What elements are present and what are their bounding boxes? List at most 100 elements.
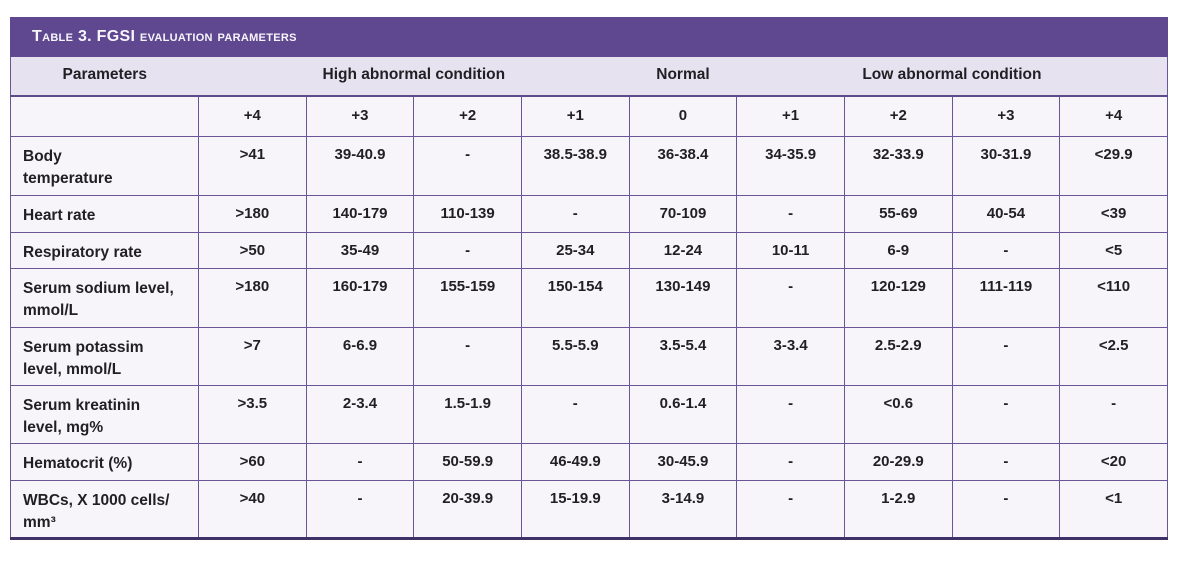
parameter-label-cell: Hematocrit (%) (10, 442, 199, 481)
table-row-serum-potassium: Serum potassim level, mmol/L >7 6-6.9 - … (10, 326, 1168, 386)
value-cell: - (1059, 384, 1168, 444)
value-cell: 120-129 (843, 267, 953, 328)
value-cell: - (520, 384, 630, 444)
value-cell: - (951, 479, 1061, 539)
fgsi-parameters-table: Parameters High abnormal condition Norma… (10, 57, 1168, 540)
value-cell: 2.5-2.9 (843, 326, 953, 386)
parameter-label-cell: WBCs, X 1000 cells/ mm³ (10, 479, 199, 539)
value-cell: <5 (1059, 231, 1168, 269)
value-cell: 140-179 (305, 194, 415, 233)
value-cell: - (736, 384, 845, 444)
value-cell: 5.5-5.9 (520, 326, 630, 386)
value-cell: - (413, 231, 522, 269)
value-cell: 32-33.9 (843, 135, 953, 196)
value-cell: - (413, 326, 522, 386)
value-cell: 15-19.9 (520, 479, 630, 539)
value-cell: - (951, 384, 1061, 444)
value-cell: 34-35.9 (736, 135, 845, 196)
value-cell: 38.5-38.9 (520, 135, 630, 196)
value-cell: 3.5-5.4 (628, 326, 738, 386)
parameter-label-cell: Serum potassim level, mmol/L (10, 326, 199, 386)
value-cell: - (951, 326, 1061, 386)
score-cell: +4 (198, 95, 307, 137)
table-row-serum-creatinine: Serum kreatinin level, mg% >3.5 2-3.4 1.… (10, 384, 1168, 444)
value-cell: >40 (198, 479, 307, 539)
value-cell: 0.6-1.4 (628, 384, 738, 444)
value-cell: <39 (1059, 194, 1168, 233)
parameter-label-cell: Respiratory rate (10, 231, 199, 269)
group-header-row: Parameters High abnormal condition Norma… (10, 57, 1168, 97)
score-cell: 0 (628, 95, 738, 137)
value-cell: 25-34 (520, 231, 630, 269)
value-cell: - (951, 442, 1061, 481)
parameter-label-cell: Serum sodium level, mmol/L (10, 267, 199, 328)
score-header-row: +4 +3 +2 +1 0 +1 +2 +3 +4 (10, 95, 1168, 137)
table-title: Table 3. FGSI evaluation parameters (32, 28, 297, 45)
table-figure: Table 3. FGSI evaluation parameters Para… (10, 17, 1168, 540)
value-cell: - (736, 267, 845, 328)
value-cell: >60 (198, 442, 307, 481)
value-cell: 30-45.9 (628, 442, 738, 481)
table-row-heart-rate: Heart rate >180 140-179 110-139 - 70-109… (10, 194, 1168, 233)
group-header-high-abnormal: High abnormal condition (198, 57, 630, 97)
value-cell: <0.6 (843, 384, 953, 444)
score-cell: +2 (843, 95, 953, 137)
value-cell: >180 (198, 194, 307, 233)
value-cell: 12-24 (628, 231, 738, 269)
value-cell: 6-6.9 (305, 326, 415, 386)
value-cell: <110 (1059, 267, 1168, 328)
value-cell: 30-31.9 (951, 135, 1061, 196)
value-cell: >41 (198, 135, 307, 196)
group-header-normal: Normal (629, 57, 737, 97)
value-cell: >7 (198, 326, 307, 386)
score-cell: +4 (1059, 95, 1168, 137)
value-cell: >3.5 (198, 384, 307, 444)
score-cell: +2 (413, 95, 522, 137)
value-cell: - (736, 479, 845, 539)
parameter-label-cell: Serum kreatinin level, mg% (10, 384, 199, 444)
empty-header-cell (10, 95, 199, 137)
value-cell: 55-69 (843, 194, 953, 233)
value-cell: - (413, 135, 522, 196)
value-cell: - (951, 231, 1061, 269)
value-cell: - (305, 479, 415, 539)
parameter-label-cell: Heart rate (10, 194, 199, 233)
value-cell: 110-139 (413, 194, 522, 233)
parameter-label-cell: Body temperature (10, 135, 199, 196)
table-row-respiratory-rate: Respiratory rate >50 35-49 - 25-34 12-24… (10, 231, 1168, 269)
value-cell: 155-159 (413, 267, 522, 328)
table-row-wbcs: WBCs, X 1000 cells/ mm³ >40 - 20-39.9 15… (10, 479, 1168, 539)
score-cell: +3 (305, 95, 415, 137)
table-title-bar: Table 3. FGSI evaluation parameters (10, 17, 1168, 57)
value-cell: <29.9 (1059, 135, 1168, 196)
value-cell: <20 (1059, 442, 1168, 481)
value-cell: 3-14.9 (628, 479, 738, 539)
table-row-body-temperature: Body temperature >41 39-40.9 - 38.5-38.9… (10, 135, 1168, 196)
value-cell: - (520, 194, 630, 233)
value-cell: 160-179 (305, 267, 415, 328)
score-cell: +1 (736, 95, 845, 137)
value-cell: 3-3.4 (736, 326, 845, 386)
score-cell: +1 (520, 95, 630, 137)
value-cell: 6-9 (843, 231, 953, 269)
group-header-low-abnormal: Low abnormal condition (736, 57, 1168, 97)
value-cell: 20-29.9 (843, 442, 953, 481)
score-cell: +3 (951, 95, 1061, 137)
value-cell: 40-54 (951, 194, 1061, 233)
value-cell: 1.5-1.9 (413, 384, 522, 444)
value-cell: - (736, 194, 845, 233)
value-cell: >50 (198, 231, 307, 269)
value-cell: 111-119 (951, 267, 1061, 328)
table-row-serum-sodium: Serum sodium level, mmol/L >180 160-179 … (10, 267, 1168, 328)
value-cell: 1-2.9 (843, 479, 953, 539)
value-cell: <1 (1059, 479, 1168, 539)
value-cell: 35-49 (305, 231, 415, 269)
value-cell: 20-39.9 (413, 479, 522, 539)
value-cell: <2.5 (1059, 326, 1168, 386)
value-cell: 10-11 (736, 231, 845, 269)
value-cell: 46-49.9 (520, 442, 630, 481)
value-cell: 39-40.9 (305, 135, 415, 196)
table-row-hematocrit: Hematocrit (%) >60 - 50-59.9 46-49.9 30-… (10, 442, 1168, 481)
value-cell: >180 (198, 267, 307, 328)
value-cell: - (736, 442, 845, 481)
